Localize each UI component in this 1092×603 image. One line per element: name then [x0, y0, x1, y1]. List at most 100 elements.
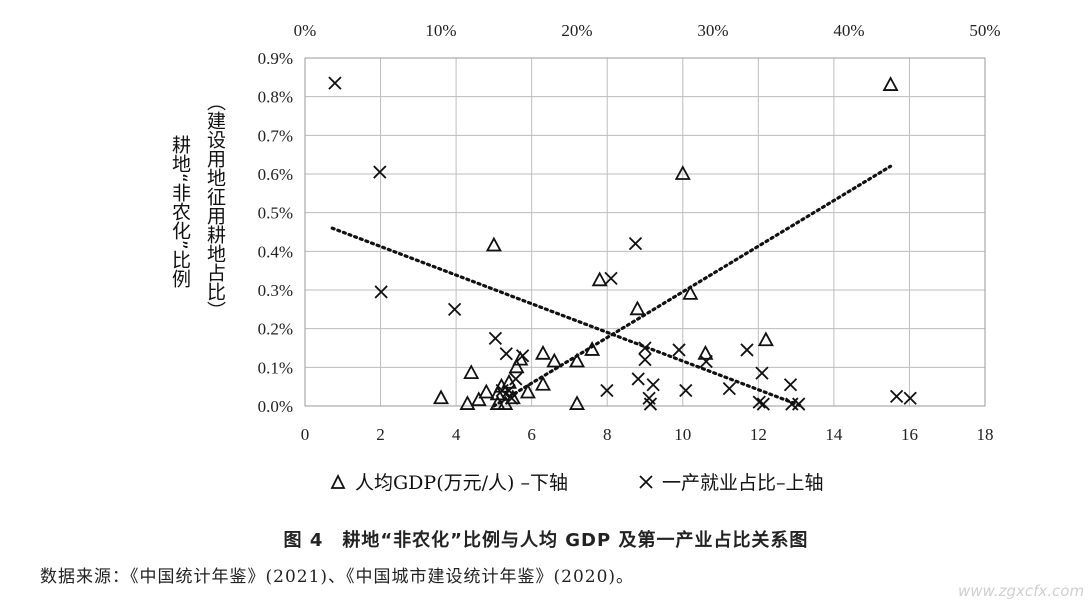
y-tick-label: 0.5% — [258, 204, 293, 223]
gdp-triangle-point — [489, 395, 506, 410]
primary-employment-x-point — [600, 383, 614, 398]
bottom-tick-label: 14 — [825, 425, 843, 444]
bottom-tick-label: 8 — [603, 425, 612, 444]
y-tick-label: 0.3% — [258, 281, 293, 300]
primary-employment-x-point — [699, 354, 713, 369]
plot-border — [304, 57, 986, 407]
bottom-tick-label: 12 — [750, 425, 767, 444]
primary-employment-x-point — [903, 391, 917, 405]
bottom-tick-label: 16 — [901, 425, 918, 444]
gdp-triangle-point — [584, 341, 601, 356]
x-stroke — [792, 397, 806, 411]
bottom-axis-ticks: 0 2 4 6 8 10 12 14 16 18 — [301, 425, 994, 444]
primary-employment-x-point — [740, 343, 754, 357]
x-stroke — [638, 352, 652, 367]
legend-x-marker — [639, 475, 653, 489]
gdp-triangle-point — [485, 236, 502, 252]
gdp-triangle-point — [757, 331, 774, 347]
gdp-triangle-point — [568, 395, 586, 410]
x-stroke — [756, 397, 770, 411]
y-tick-label: 0.4% — [258, 242, 293, 261]
primary-employment-x-point — [502, 383, 516, 398]
top-tick-label: 20% — [561, 21, 592, 40]
primary-employment-x-point — [722, 381, 736, 396]
gdp-triangle-point — [591, 271, 608, 287]
y-tick-label: 0.2% — [258, 320, 293, 339]
gdp-triangle-point — [470, 391, 487, 407]
top-tick-label: 40% — [833, 21, 864, 40]
x-stroke — [488, 331, 503, 345]
y-axis-ticks: 0.0% 0.1% 0.2% 0.3% 0.4% 0.5% 0.6% 0.7% 0.8% 0.9% — [258, 49, 293, 416]
x-stroke — [638, 341, 652, 355]
x-stroke — [642, 391, 656, 405]
gdp-triangle-point — [508, 358, 525, 374]
primary-employment-x-point — [672, 343, 686, 357]
primary-employment-x-point — [509, 372, 523, 386]
primary-employment-x-point — [643, 397, 658, 411]
gdp-triangle-point — [432, 389, 450, 405]
top-tick-label: 30% — [697, 21, 728, 40]
gdp-triangle-point — [674, 165, 691, 180]
gdp-triangle-point — [568, 352, 586, 368]
gdp-triangle-point — [534, 375, 552, 391]
y-tick-label: 0.9% — [258, 49, 293, 68]
x-stroke — [509, 372, 523, 386]
gdp-triangle-point — [459, 395, 476, 410]
x-stroke — [889, 389, 904, 403]
bottom-tick-label: 10 — [674, 425, 691, 444]
bottom-tick-label: 18 — [977, 425, 994, 444]
primary-employment-x-point — [374, 285, 388, 299]
data-points — [328, 76, 917, 411]
x-stroke — [643, 397, 658, 411]
trendline-primary-employment — [330, 226, 804, 408]
gdp-triangle-point — [682, 284, 699, 300]
y-axis-label-right: （建设用地征用耕地占比） — [204, 92, 226, 320]
gdp-triangle-point — [463, 364, 480, 380]
y-tick-label: 0.1% — [258, 358, 293, 377]
x-stroke — [631, 372, 645, 386]
gdp-triangle-point — [697, 344, 714, 360]
x-stroke — [373, 165, 387, 179]
primary-employment-x-point — [488, 331, 503, 345]
primary-employment-x-point — [756, 397, 770, 411]
figure-caption: 图 4 耕地“非农化”比例与人均 GDP 及第一产业占比关系图 — [284, 529, 809, 551]
trendline-gdp — [492, 164, 893, 408]
primary-employment-x-point — [785, 397, 799, 411]
primary-employment-x-point — [328, 76, 342, 90]
primary-employment-x-point — [631, 372, 645, 386]
trendlines — [330, 164, 893, 408]
primary-employment-x-point — [638, 341, 652, 355]
primary-employment-x-point — [604, 271, 618, 286]
gdp-triangle-point — [512, 350, 529, 366]
x-stroke — [740, 343, 754, 357]
y-tick-label: 0.7% — [258, 126, 293, 145]
primary-employment-x-point — [628, 236, 643, 251]
primary-employment-x-point — [447, 302, 462, 316]
x-stroke — [447, 302, 462, 316]
x-stroke — [672, 343, 686, 357]
gdp-triangle-point — [546, 352, 563, 368]
y-tick-label: 0.8% — [258, 88, 293, 107]
x-stroke — [646, 378, 660, 392]
primary-employment-x-point — [638, 352, 652, 367]
gdp-triangle-point — [489, 385, 506, 401]
x-stroke — [502, 383, 516, 398]
top-axis-ticks: 0% 10% 20% 30% 40% 50% — [294, 21, 1001, 40]
legend: 人均GDP(万元/人) –下轴 一产就业占比–上轴 — [330, 472, 824, 494]
x-stroke — [755, 366, 769, 380]
gdp-triangle-point — [534, 344, 552, 360]
top-tick-label: 0% — [294, 21, 317, 40]
primary-employment-x-point — [679, 383, 693, 398]
gdp-triangle-point — [882, 76, 899, 91]
top-tick-label: 50% — [969, 21, 1000, 40]
gdp-triangle-point — [519, 383, 536, 399]
legend-triangle-marker — [330, 473, 346, 489]
bottom-tick-label: 0 — [301, 425, 310, 444]
x-stroke — [328, 76, 342, 90]
primary-employment-x-point — [783, 378, 798, 392]
primary-employment-x-point — [792, 397, 806, 411]
top-tick-label: 10% — [425, 21, 456, 40]
x-stroke — [783, 378, 798, 392]
legend-label-primary-employment: 一产就业占比–上轴 — [662, 472, 824, 494]
